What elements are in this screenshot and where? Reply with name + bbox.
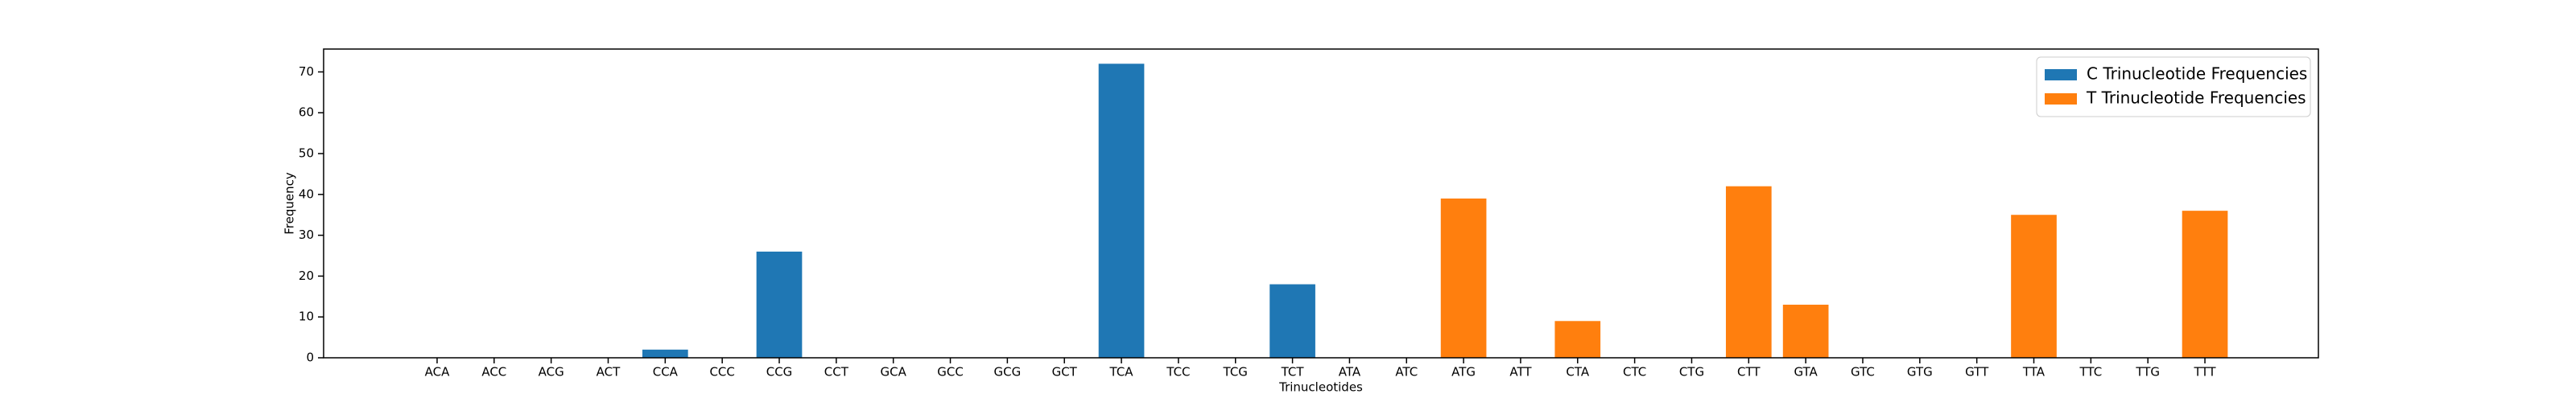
bar <box>1782 304 1829 358</box>
bar <box>756 251 803 358</box>
x-tick-label: GTC <box>1851 365 1875 379</box>
legend-box <box>2036 56 2311 117</box>
x-tick-label: TTC <box>2079 365 2103 379</box>
legend-label: T Trinucleotide Frequencies <box>2086 88 2306 108</box>
bar <box>2182 211 2228 358</box>
bar <box>1440 198 1487 358</box>
x-tick-label: CCA <box>653 365 679 379</box>
x-tick-label: GCG <box>994 365 1022 379</box>
x-tick-label: CTA <box>1566 365 1589 379</box>
x-tick-label: TTA <box>2022 365 2046 379</box>
legend-label: C Trinucleotide Frequencies <box>2087 64 2307 84</box>
x-tick-label: TTG <box>2135 365 2160 379</box>
x-tick-label: ACC <box>481 365 506 379</box>
x-tick-label: ATA <box>1339 365 1361 379</box>
x-tick-label: ACT <box>597 365 621 379</box>
x-tick-label: CTG <box>1679 365 1704 379</box>
y-tick-label: 20 <box>299 269 314 283</box>
x-tick-label: ATG <box>1451 365 1476 379</box>
x-axis-label: Trinucleotides <box>1278 380 1363 395</box>
x-tick-label: CCC <box>709 365 734 379</box>
x-tick-label: TCT <box>1281 365 1305 379</box>
x-tick-label: CCT <box>824 365 849 379</box>
y-tick-label: 30 <box>299 228 314 242</box>
x-tick-label: GTT <box>1965 365 1989 379</box>
x-tick-label: GCA <box>881 365 907 379</box>
bar <box>1098 64 1145 359</box>
x-tick-label: TCA <box>1109 365 1134 379</box>
y-tick-label: 70 <box>299 64 314 79</box>
y-axis-label: Frequency <box>283 172 297 235</box>
x-tick-label: TTT <box>2194 365 2217 379</box>
bar <box>1554 321 1601 358</box>
x-tick-label: CTT <box>1737 365 1761 379</box>
x-tick-label: TCG <box>1223 365 1248 379</box>
bar <box>2011 215 2057 358</box>
bar <box>642 349 688 358</box>
x-tick-label: GCC <box>937 365 964 379</box>
y-tick-label: 10 <box>299 310 314 324</box>
x-tick-label: CTC <box>1623 365 1646 379</box>
x-tick-label: GTA <box>1794 365 1818 379</box>
y-tick-label: 60 <box>299 105 314 120</box>
x-tick-label: TCC <box>1166 365 1190 379</box>
y-tick-label: 50 <box>299 146 314 161</box>
plot-frame <box>323 48 2319 359</box>
x-tick-label: ACG <box>539 365 564 379</box>
legend-swatch <box>2045 69 2077 80</box>
x-tick-label: GTG <box>1907 365 1933 379</box>
legend-swatch <box>2045 93 2077 105</box>
x-tick-label: ATC <box>1395 365 1418 379</box>
x-tick-label: ATT <box>1509 365 1532 379</box>
y-tick-label: 0 <box>306 351 314 365</box>
x-tick-label: CCG <box>766 365 793 379</box>
bar <box>1269 284 1315 358</box>
bar <box>1725 186 1772 358</box>
x-tick-label: ACA <box>425 365 450 379</box>
y-tick-label: 40 <box>299 187 314 201</box>
x-tick-label: GCT <box>1052 365 1078 379</box>
